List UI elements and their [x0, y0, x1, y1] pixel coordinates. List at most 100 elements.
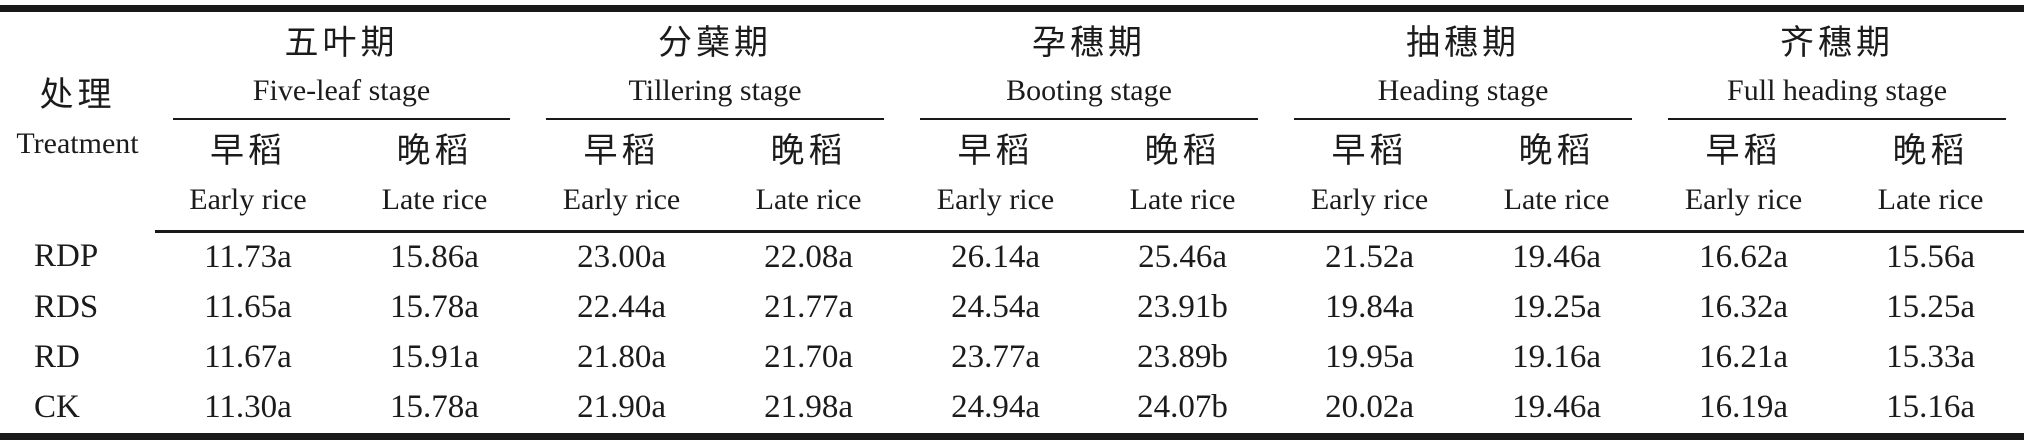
stage-header-inner: 孕穗期 Booting stage	[920, 18, 1259, 121]
stage-name-en: Heading stage	[1377, 73, 1549, 107]
data-cell: 22.44a	[577, 289, 666, 326]
data-cell: 15.56a	[1886, 239, 1975, 276]
data-cell: 16.32a	[1699, 289, 1788, 326]
data-cell: 21.80a	[577, 339, 666, 376]
data-cell: 20.02a	[1325, 389, 1414, 426]
stage-header-inner: 五叶期 Five-leaf stage	[173, 18, 511, 121]
stage-header-inner: 齐穗期 Full heading stage	[1668, 18, 2007, 121]
data-cell: 19.46a	[1512, 239, 1601, 276]
data-cell: 19.95a	[1325, 339, 1414, 376]
stage-header-heading: 抽穗期 Heading stage	[1276, 9, 1650, 121]
table-row: RDS 11.65a 15.78a 22.44a 21.77a 24.54a 2…	[0, 283, 2024, 333]
rice-type-en: Early rice	[1310, 183, 1429, 217]
rice-type-en: Early rice	[562, 183, 681, 217]
table-row: RD 11.67a 15.91a 21.80a 21.70a 23.77a 23…	[0, 333, 2024, 383]
treatment-column-header: 处理 Treatment	[0, 9, 155, 232]
rice-type-cn: 晚稻	[1144, 133, 1221, 171]
data-cell: 23.00a	[577, 239, 666, 276]
data-cell: 11.65a	[204, 289, 292, 326]
rice-type-cn: 早稻	[1331, 133, 1408, 171]
stage-header-row: 处理 Treatment 五叶期 Five-leaf stage 分蘖期 Til…	[0, 9, 2024, 160]
table-row: CK 11.30a 15.78a 21.90a 21.98a 24.94a 24…	[0, 383, 2024, 437]
data-cell: 15.33a	[1886, 339, 1975, 376]
data-cell: 15.78a	[390, 389, 479, 426]
stage-header-inner: 分蘖期 Tillering stage	[546, 18, 885, 121]
stage-name-cn: 抽穗期	[1406, 25, 1521, 62]
rice-type-en: Late rice	[381, 183, 488, 217]
stage-name-en: Full heading stage	[1727, 73, 1948, 107]
treatment-header-en: Treatment	[16, 126, 139, 160]
stage-name-en: Five-leaf stage	[252, 73, 431, 107]
data-cell: 15.91a	[390, 339, 479, 376]
rice-type-cn: 晚稻	[1892, 133, 1969, 171]
sub-header-early-rice: 早稻 Early rice	[155, 120, 341, 233]
data-cell: 11.67a	[204, 339, 292, 376]
data-cell: 19.16a	[1512, 339, 1601, 376]
rice-type-cn: 早稻	[1705, 133, 1782, 171]
sub-header-early-rice: 早稻 Early rice	[528, 120, 716, 233]
stage-header-five-leaf: 五叶期 Five-leaf stage	[155, 9, 528, 121]
stage-name-cn: 分蘖期	[658, 25, 773, 62]
stage-name-cn: 五叶期	[284, 25, 399, 62]
stage-name-cn: 齐穗期	[1780, 25, 1895, 62]
stage-name-en: Tillering stage	[628, 73, 802, 107]
data-cell: 22.08a	[764, 239, 853, 276]
data-cell: 24.94a	[951, 389, 1040, 426]
rice-type-en: Late rice	[1503, 183, 1610, 217]
data-cell: 21.90a	[577, 389, 666, 426]
data-cell: 25.46a	[1138, 239, 1227, 276]
stage-header-inner: 抽穗期 Heading stage	[1294, 18, 1633, 121]
rice-type-en: Early rice	[936, 183, 1055, 217]
treatment-row-label: RDP	[34, 238, 99, 275]
stage-header-booting: 孕穗期 Booting stage	[902, 9, 1276, 121]
table-body: RDP 11.73a 15.86a 23.00a 22.08a 26.14a 2…	[0, 231, 2024, 436]
data-cell: 23.91b	[1137, 289, 1228, 326]
data-cell: 16.62a	[1699, 239, 1788, 276]
data-cell: 16.21a	[1699, 339, 1788, 376]
rice-type-cn: 早稻	[210, 133, 286, 171]
data-cell: 21.52a	[1325, 239, 1414, 276]
rice-type-en: Late rice	[755, 183, 862, 217]
data-cell: 15.86a	[390, 239, 479, 276]
data-cell: 19.46a	[1512, 389, 1601, 426]
stage-name-cn: 孕穗期	[1032, 25, 1147, 62]
sub-header-late-rice: 晚稻 Late rice	[341, 120, 529, 233]
data-cell: 24.07b	[1137, 389, 1228, 426]
stage-name-en: Booting stage	[1006, 73, 1172, 107]
treatment-row-label: CK	[34, 389, 80, 426]
data-cell: 21.77a	[764, 289, 853, 326]
sub-header-late-rice: 晚稻 Late rice	[715, 120, 903, 233]
sub-header-early-rice: 早稻 Early rice	[1276, 120, 1464, 233]
rice-type-cn: 早稻	[957, 133, 1034, 171]
rice-type-cn: 晚稻	[770, 133, 847, 171]
data-cell: 15.16a	[1886, 389, 1975, 426]
data-cell: 11.73a	[204, 239, 292, 276]
rice-type-en: Late rice	[1129, 183, 1236, 217]
data-cell: 26.14a	[951, 239, 1040, 276]
sub-header-early-rice: 早稻 Early rice	[902, 120, 1090, 233]
rice-type-cn: 晚稻	[1518, 133, 1595, 171]
data-cell: 21.70a	[764, 339, 853, 376]
treatment-header-cn: 处理	[39, 76, 116, 114]
data-cell: 16.19a	[1699, 389, 1788, 426]
data-cell: 24.54a	[951, 289, 1040, 326]
data-cell: 15.25a	[1886, 289, 1975, 326]
data-cell: 19.84a	[1325, 289, 1414, 326]
rice-stage-data-table: 处理 Treatment 五叶期 Five-leaf stage 分蘖期 Til…	[0, 5, 2024, 440]
stage-header-full-heading: 齐穗期 Full heading stage	[1650, 9, 2024, 121]
rice-type-header-row: 早稻 Early rice 晚稻 Late rice 早稻 Early rice…	[0, 120, 2024, 233]
data-cell: 15.78a	[390, 289, 479, 326]
sub-header-late-rice: 晚稻 Late rice	[1463, 120, 1651, 233]
sub-header-early-rice: 早稻 Early rice	[1650, 120, 1838, 233]
treatment-row-label: RDS	[34, 289, 99, 326]
rice-type-en: Early rice	[189, 183, 307, 217]
rice-type-en: Early rice	[1684, 183, 1803, 217]
rice-type-en: Late rice	[1877, 183, 1984, 217]
treatment-row-label: RD	[34, 339, 80, 376]
rice-type-cn: 早稻	[583, 133, 660, 171]
sub-header-late-rice: 晚稻 Late rice	[1837, 120, 2024, 233]
table-row: RDP 11.73a 15.86a 23.00a 22.08a 26.14a 2…	[0, 231, 2024, 283]
data-cell: 11.30a	[204, 389, 292, 426]
data-cell: 21.98a	[764, 389, 853, 426]
